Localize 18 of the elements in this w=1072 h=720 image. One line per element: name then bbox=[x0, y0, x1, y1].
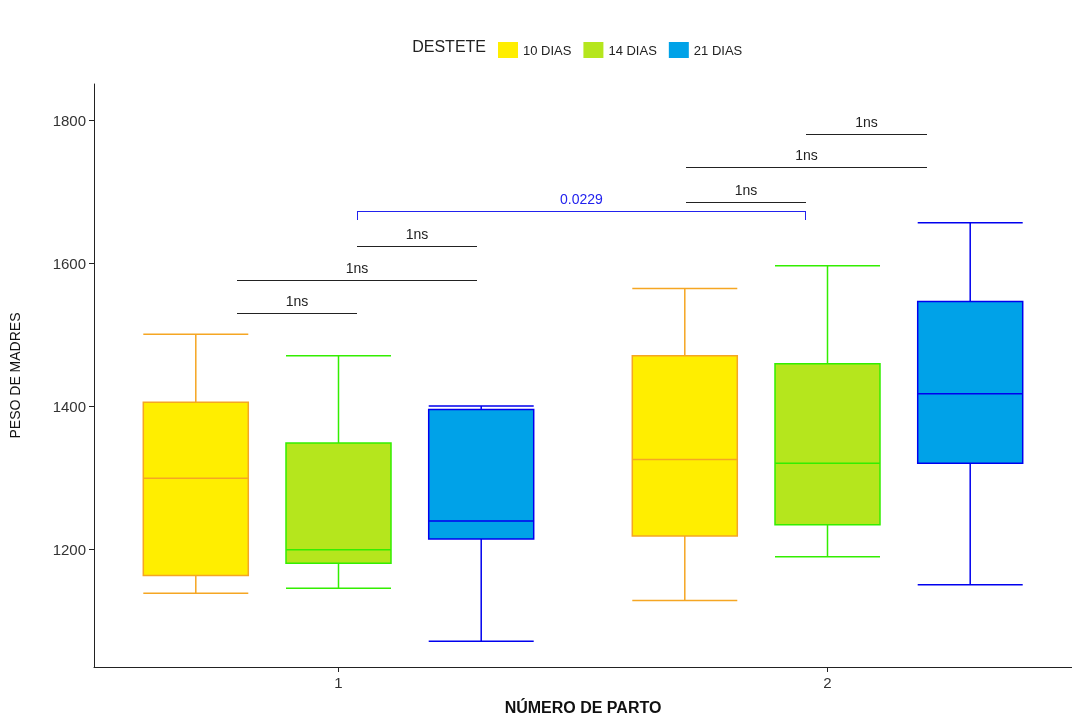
y-tick-label: 1200 bbox=[52, 541, 86, 559]
x-tick-label: 1 bbox=[334, 674, 343, 691]
significance-bracket: 1ns bbox=[806, 114, 927, 135]
significance-bracket: 1ns bbox=[686, 147, 927, 168]
significance-bracket: 1ns bbox=[357, 226, 477, 247]
legend-label: 10 DIAS bbox=[523, 42, 572, 58]
legend-title: DESTETE bbox=[412, 37, 487, 55]
significance-bracket: 1ns bbox=[237, 293, 357, 314]
y-axis-title: PESO DE MADRES bbox=[7, 312, 23, 439]
y-tick-label: 1400 bbox=[52, 398, 86, 416]
legend-label: 14 DIAS bbox=[608, 42, 658, 58]
x-tick-label: 2 bbox=[823, 674, 832, 691]
legend-label: 21 DIAS bbox=[693, 42, 743, 58]
y-tick-label: 1800 bbox=[52, 111, 86, 129]
x-axis-title: NÚMERO DE PARTO bbox=[504, 697, 662, 716]
annotation: 0.0229 bbox=[560, 191, 603, 207]
significance-bracket: 1ns bbox=[237, 260, 477, 281]
y-tick-label: 1600 bbox=[52, 255, 86, 273]
